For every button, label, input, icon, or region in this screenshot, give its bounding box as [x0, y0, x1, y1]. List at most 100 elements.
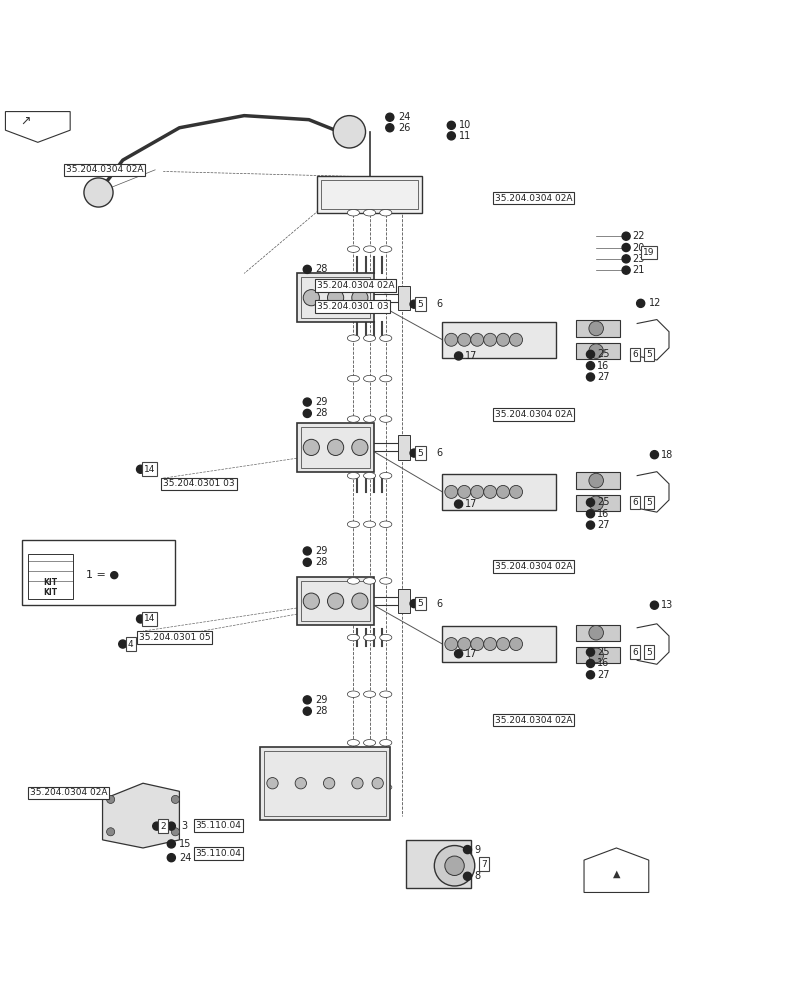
- Text: 16: 16: [596, 658, 608, 668]
- Circle shape: [136, 465, 144, 473]
- Text: 25: 25: [596, 497, 609, 507]
- Circle shape: [303, 558, 311, 566]
- Text: 9: 9: [474, 845, 479, 855]
- Bar: [264, 751, 385, 816]
- Text: 28: 28: [315, 557, 328, 567]
- Ellipse shape: [347, 740, 359, 746]
- Bar: [575, 495, 620, 511]
- Circle shape: [167, 840, 175, 848]
- Circle shape: [303, 696, 311, 704]
- Circle shape: [457, 333, 470, 346]
- Circle shape: [444, 638, 457, 651]
- Ellipse shape: [380, 375, 392, 382]
- Circle shape: [454, 650, 462, 658]
- Circle shape: [410, 300, 418, 308]
- Text: 35.204.0301 03: 35.204.0301 03: [163, 479, 234, 488]
- Text: 28: 28: [315, 264, 328, 274]
- Text: 17: 17: [465, 499, 477, 509]
- Ellipse shape: [363, 691, 375, 697]
- Ellipse shape: [363, 375, 375, 382]
- Circle shape: [118, 640, 127, 648]
- Ellipse shape: [363, 335, 375, 341]
- Text: 35.204.0301 03: 35.204.0301 03: [316, 302, 388, 311]
- Ellipse shape: [347, 784, 359, 791]
- Ellipse shape: [380, 416, 392, 422]
- Ellipse shape: [380, 578, 392, 584]
- Circle shape: [586, 350, 594, 358]
- Text: KIT
KIT: KIT KIT: [43, 578, 57, 597]
- Text: 25: 25: [596, 349, 609, 359]
- Text: 5: 5: [645, 498, 651, 507]
- Circle shape: [496, 333, 509, 346]
- Circle shape: [385, 113, 393, 121]
- Circle shape: [447, 121, 455, 129]
- Bar: [575, 320, 620, 337]
- Circle shape: [303, 398, 311, 406]
- Circle shape: [136, 615, 144, 623]
- Text: 15: 15: [179, 839, 191, 849]
- Circle shape: [509, 333, 522, 346]
- Ellipse shape: [347, 246, 359, 252]
- Text: 6: 6: [631, 648, 637, 657]
- Text: 29: 29: [315, 397, 328, 407]
- Text: ↗: ↗: [20, 115, 31, 128]
- Text: 35.204.0301 05: 35.204.0301 05: [139, 633, 210, 642]
- Polygon shape: [583, 848, 648, 892]
- Bar: [575, 647, 620, 663]
- Circle shape: [351, 290, 367, 306]
- Bar: [320, 180, 418, 209]
- Text: 5: 5: [645, 648, 651, 657]
- Text: 16: 16: [596, 361, 608, 371]
- Ellipse shape: [380, 740, 392, 746]
- Circle shape: [621, 243, 629, 252]
- Circle shape: [447, 132, 455, 140]
- Circle shape: [410, 449, 418, 457]
- Text: ▲: ▲: [611, 869, 620, 879]
- Circle shape: [586, 373, 594, 381]
- Ellipse shape: [363, 740, 375, 746]
- Circle shape: [457, 638, 470, 651]
- Bar: [22, 540, 175, 605]
- Ellipse shape: [380, 784, 392, 791]
- Bar: [296, 273, 373, 322]
- Circle shape: [444, 333, 457, 346]
- Circle shape: [483, 638, 496, 651]
- Text: 5: 5: [645, 350, 651, 359]
- Circle shape: [303, 409, 311, 417]
- Circle shape: [303, 547, 311, 555]
- Circle shape: [463, 846, 471, 854]
- Text: 5: 5: [417, 300, 423, 309]
- Circle shape: [586, 510, 594, 518]
- Circle shape: [650, 451, 658, 459]
- Text: 23: 23: [632, 254, 644, 264]
- Circle shape: [454, 352, 462, 360]
- Text: 25: 25: [596, 647, 609, 657]
- Text: 24: 24: [397, 112, 410, 122]
- Polygon shape: [102, 783, 179, 848]
- Circle shape: [167, 854, 175, 862]
- Text: 6: 6: [436, 299, 441, 309]
- Circle shape: [483, 333, 496, 346]
- Text: 28: 28: [315, 408, 328, 418]
- Circle shape: [327, 290, 343, 306]
- Bar: [296, 577, 373, 625]
- Text: 17: 17: [465, 649, 477, 659]
- Circle shape: [621, 255, 629, 263]
- Circle shape: [586, 362, 594, 370]
- Circle shape: [84, 178, 113, 207]
- Text: 35.110.04: 35.110.04: [195, 821, 241, 830]
- Ellipse shape: [380, 472, 392, 479]
- Circle shape: [106, 795, 114, 803]
- Text: 16: 16: [596, 509, 608, 519]
- Text: 21: 21: [632, 265, 644, 275]
- Text: 26: 26: [397, 123, 410, 133]
- Ellipse shape: [347, 691, 359, 697]
- Bar: [316, 176, 422, 213]
- Bar: [300, 581, 369, 621]
- Circle shape: [470, 333, 483, 346]
- Text: 27: 27: [596, 372, 609, 382]
- Text: 35.204.0304 02A: 35.204.0304 02A: [495, 410, 572, 419]
- Bar: [575, 472, 620, 489]
- Text: 35.204.0304 02A: 35.204.0304 02A: [495, 194, 572, 203]
- Ellipse shape: [380, 286, 392, 293]
